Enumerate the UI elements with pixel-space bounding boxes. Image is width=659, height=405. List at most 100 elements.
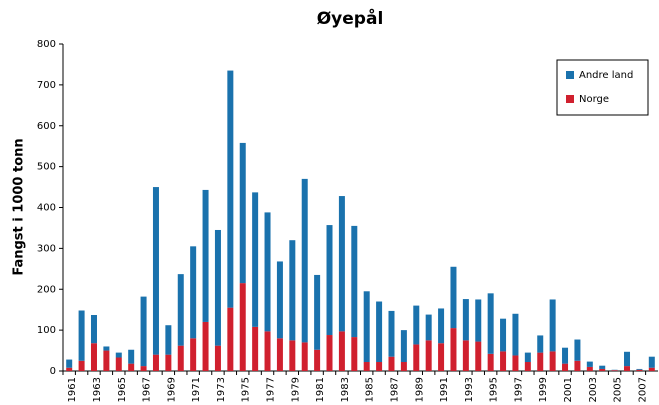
y-tick-label: 600 [37,121,56,132]
legend-swatch [566,71,574,79]
bar-segment [388,356,395,371]
bar-segment [450,266,457,329]
bar-segment [475,341,482,371]
bar-segment [103,350,110,371]
bar-segment [413,344,420,371]
bar-segment [624,351,631,367]
bar-segment [549,351,556,371]
bar-segment [165,325,172,355]
bar-segment [227,70,234,308]
bar-segment [363,291,370,363]
bar-segment [140,296,147,367]
bar-segment [648,367,655,371]
bar-segment [636,369,643,371]
x-tick-label: 1987 [389,377,400,402]
bar-segment [326,225,333,336]
bar-segment [624,366,631,371]
bar-segment [425,314,432,341]
bar-segment [289,340,296,371]
bar-segment [549,299,556,352]
bar-segment [128,349,135,364]
x-tick-label: 1993 [464,377,475,402]
x-tick-label: 1991 [439,377,450,402]
bar-segment [524,362,531,371]
bar-segment [537,352,544,371]
bar-segment [524,352,531,363]
x-tick-label: 1971 [191,377,202,402]
x-tick-label: 1975 [241,377,252,402]
x-tick-label: 1981 [315,377,326,402]
bar-segment [202,189,209,322]
bar-segment [128,363,135,371]
x-tick-label: 1999 [538,377,549,402]
bar-segment [636,368,643,370]
x-tick-label: 1985 [365,377,376,402]
x-tick-label: 1977 [266,377,277,402]
legend-swatch [566,95,574,103]
bar-segment [90,343,97,371]
bar-segment [239,142,246,284]
bar-segment [611,370,618,371]
bar-segment [239,283,246,371]
bar-segment [376,301,383,363]
bar-segment [574,339,581,361]
bar-segment [165,354,172,371]
y-tick-label: 200 [37,284,56,295]
bar-segment [252,326,259,371]
y-axis-label: Fangst i 1000 tonn [12,138,27,275]
x-tick-label: 1967 [142,377,153,402]
bar-segment [177,274,184,346]
x-tick-label: 2001 [563,377,574,402]
bar-segment [648,356,655,368]
bar-segment [115,352,122,358]
bar-segment [400,362,407,371]
bar-segment [351,225,358,338]
bar-segment [314,274,321,350]
bar-segment [177,345,184,371]
bar-segment [586,366,593,371]
bar-segment [103,346,110,351]
bar-segment [227,307,234,371]
x-tick-label: 1995 [489,377,500,402]
bar-segment [351,337,358,371]
x-tick-label: 1973 [216,377,227,402]
bar-segment [512,313,519,356]
x-tick-label: 2005 [613,377,624,402]
bar-segment [301,342,308,371]
y-tick-label: 0 [50,366,56,377]
x-tick-label: 1979 [290,377,301,402]
bar-segment [500,318,507,352]
bar-segment [599,368,606,371]
bar-segment [462,299,469,341]
y-tick-label: 700 [37,80,56,91]
x-tick-label: 1983 [340,377,351,402]
bar-segment [376,362,383,371]
bar-segment [66,367,73,371]
bar-segment [562,363,569,371]
bar-segment [115,357,122,371]
bar-segment [438,343,445,371]
bar-segment [574,360,581,371]
x-tick-label: 1989 [414,377,425,402]
bar-segment [78,360,85,371]
bar-segment [500,351,507,371]
bar-segment [202,321,209,371]
bar-segment [537,335,544,353]
bar-segment [475,299,482,342]
bar-segment [462,340,469,371]
bar-segment [264,212,271,332]
bar-segment [338,331,345,371]
bar-segment [214,345,221,371]
bar-segment [252,192,259,327]
bar-segment [599,365,606,369]
x-tick-label: 1963 [92,377,103,402]
bar-segment [152,354,159,371]
bar-segment [78,310,85,361]
bar-segment [586,361,593,367]
legend-label: Norge [579,94,609,105]
y-tick-label: 800 [37,39,56,50]
bar-segment [413,305,420,345]
bar-segment [487,353,494,371]
x-tick-label: 1997 [513,377,524,402]
bar-segment [338,196,345,332]
